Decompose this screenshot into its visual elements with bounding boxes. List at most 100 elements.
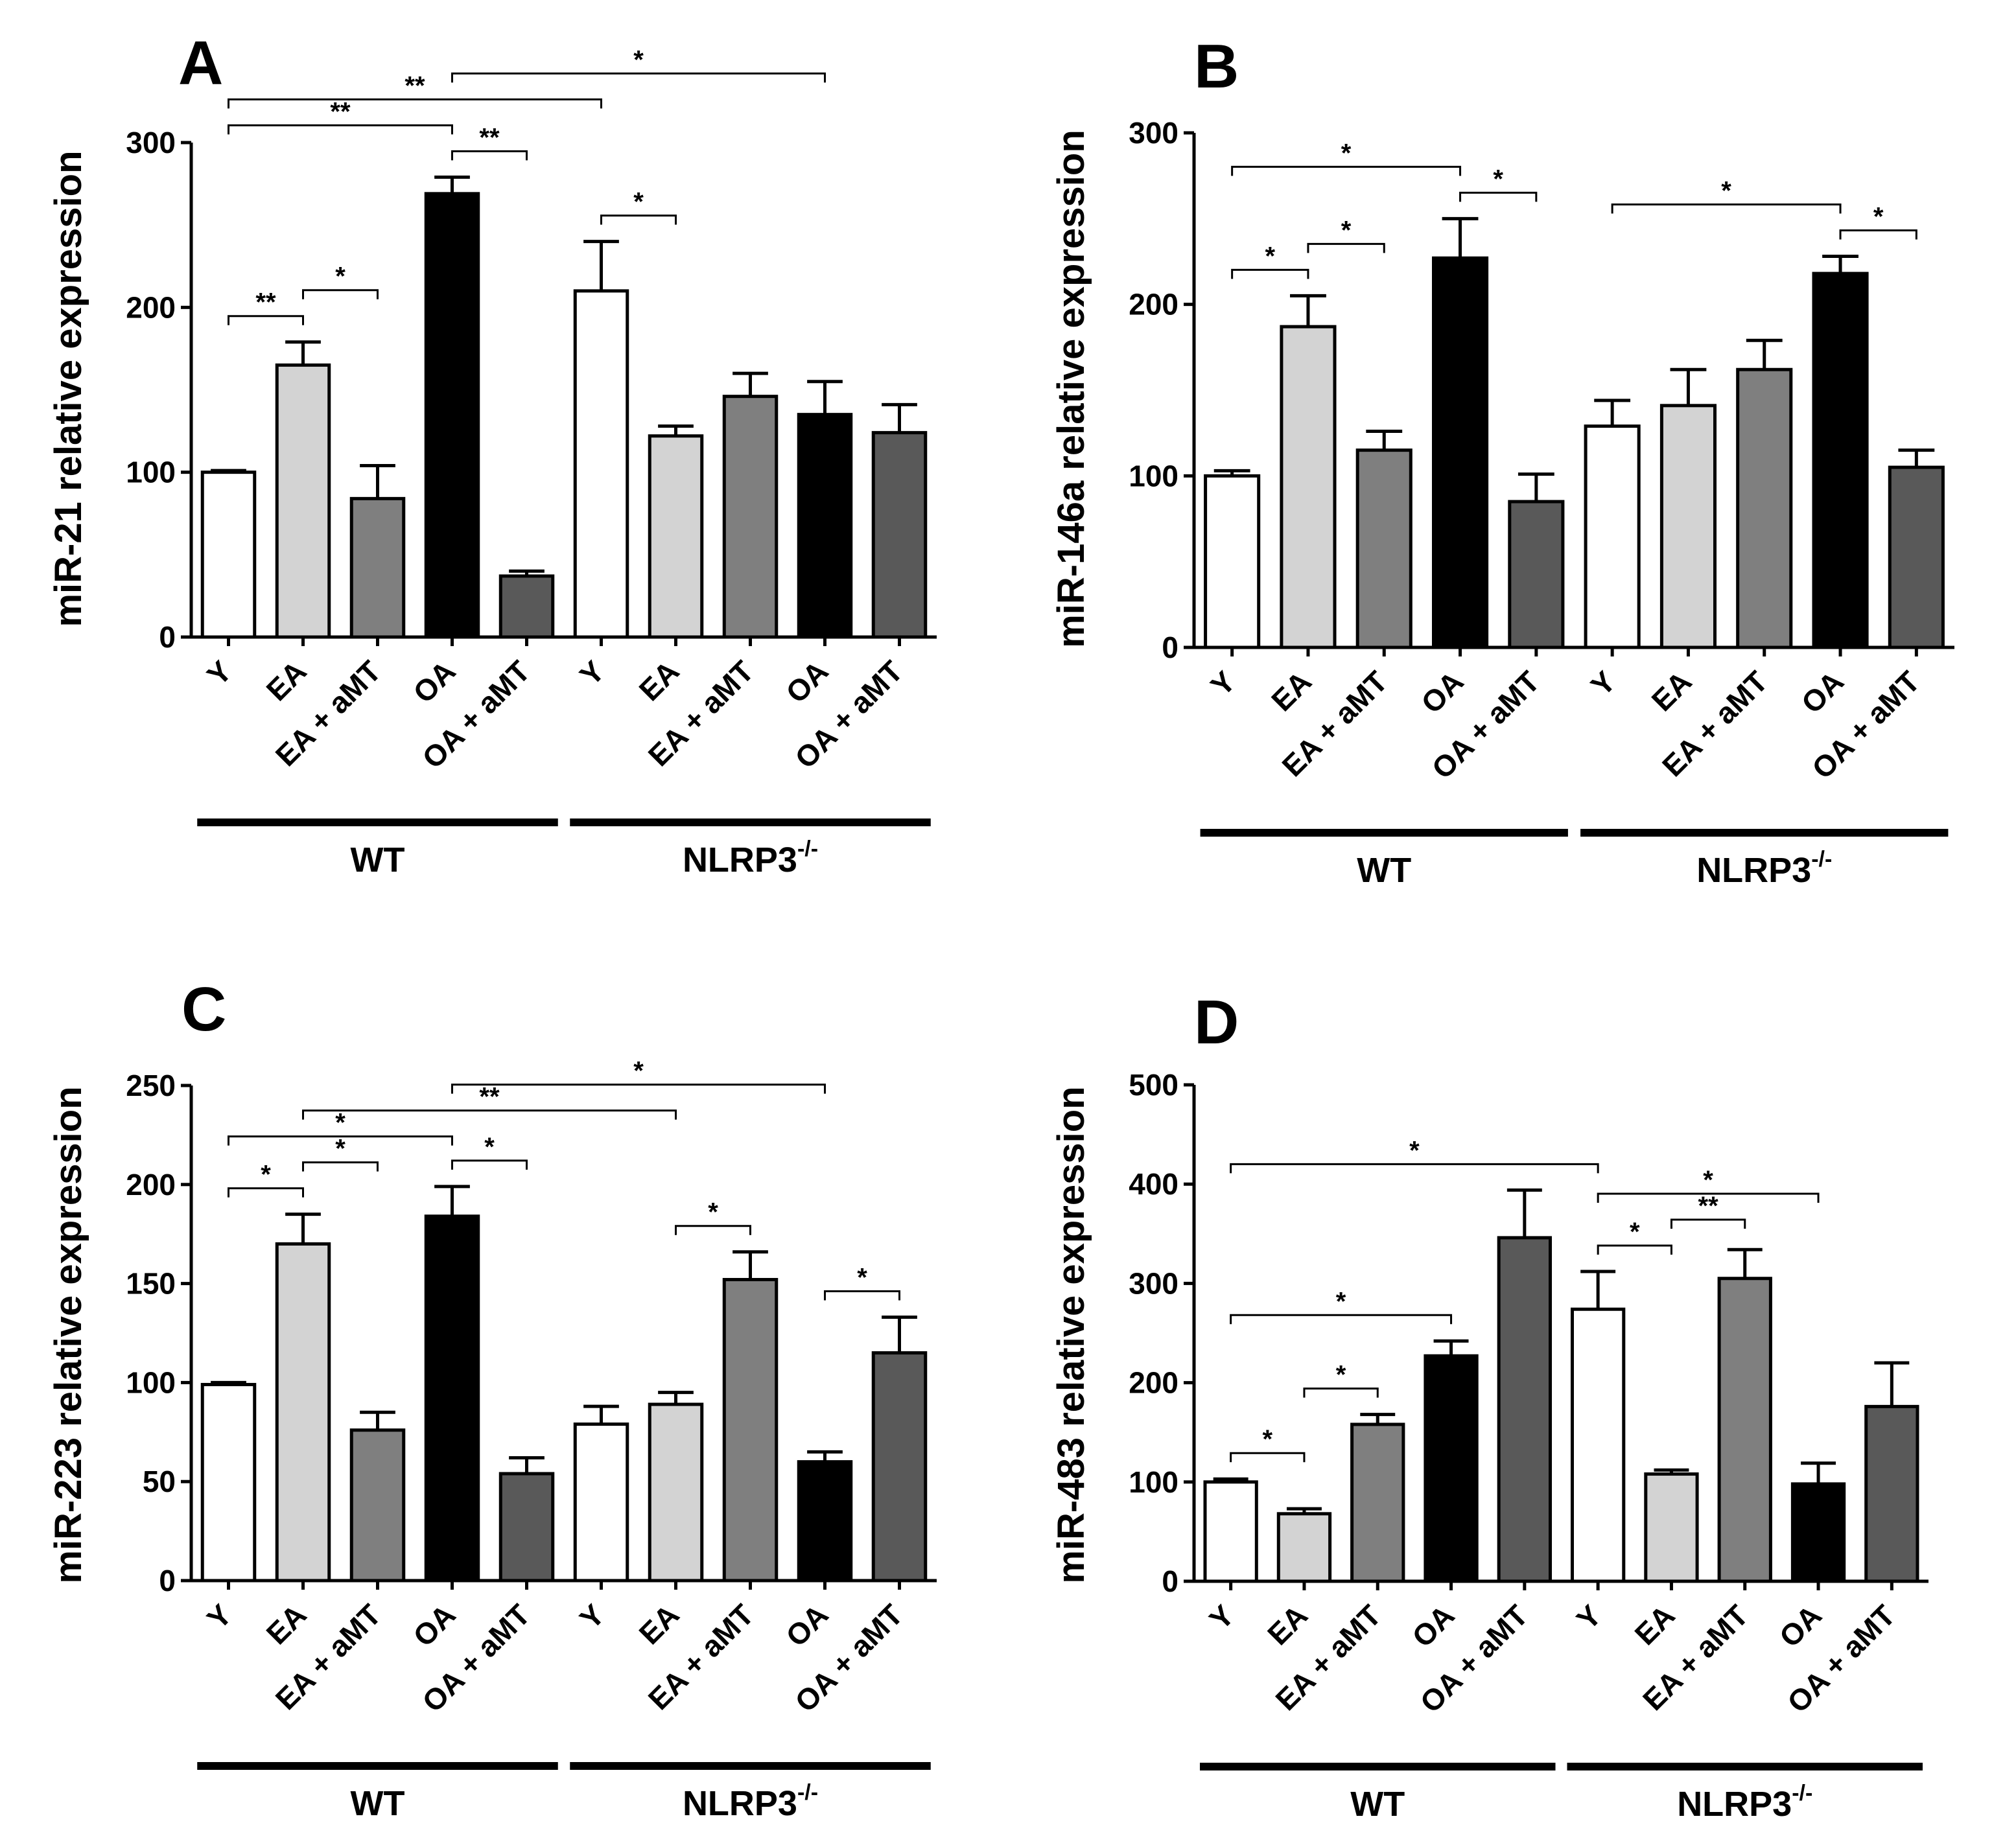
y-tick-label: 300 xyxy=(1129,1266,1178,1300)
significance-bracket xyxy=(228,1135,453,1146)
x-tick-label: EA xyxy=(1628,1598,1682,1651)
significance-bracket xyxy=(1230,1452,1306,1463)
bar xyxy=(1570,1307,1626,1583)
significance-bracket xyxy=(1670,1218,1746,1229)
x-tick-label: OA xyxy=(1773,1598,1829,1654)
significance-label: * xyxy=(1265,242,1276,270)
significance-label: * xyxy=(1409,1136,1420,1165)
significance-label: * xyxy=(633,188,644,216)
x-tick-label: EA xyxy=(260,654,313,707)
y-tick-label: 200 xyxy=(1129,1366,1178,1400)
x-tick-label: Y xyxy=(573,1597,611,1635)
significance-bracket xyxy=(228,124,453,135)
bar xyxy=(722,395,779,639)
bar xyxy=(797,1460,853,1583)
x-tick-label: Y xyxy=(1204,664,1241,702)
significance-label: * xyxy=(484,1133,495,1161)
x-tick-label: EA xyxy=(1261,1598,1314,1651)
bar xyxy=(1497,1236,1553,1583)
group-label: NLRP3-/- xyxy=(683,1780,818,1823)
significance-bracket xyxy=(1597,1244,1672,1255)
bar xyxy=(871,1351,928,1583)
y-tick-label: 200 xyxy=(1129,288,1178,321)
bar xyxy=(275,363,331,639)
significance-bracket xyxy=(600,215,677,225)
panel-letter: C xyxy=(182,975,226,1044)
group-label: NLRP3-/- xyxy=(683,837,818,879)
bar xyxy=(1644,1472,1699,1583)
significance-label: * xyxy=(335,1135,346,1163)
significance-label: * xyxy=(1263,1425,1273,1454)
bar xyxy=(722,1277,779,1583)
x-tick-label: OA xyxy=(406,654,462,710)
significance-bracket xyxy=(302,289,379,299)
bar xyxy=(648,434,704,639)
group-underline xyxy=(1580,829,1949,837)
bar xyxy=(1659,404,1717,649)
significance-label: ** xyxy=(479,123,500,152)
significance-label: * xyxy=(708,1198,718,1227)
bar xyxy=(200,470,257,639)
significance-bracket xyxy=(228,315,304,325)
bar xyxy=(1584,424,1641,649)
y-tick-label: 100 xyxy=(1129,1465,1178,1499)
panel-letter: D xyxy=(1194,988,1239,1057)
significance-bracket xyxy=(675,1225,751,1235)
group-label: WT xyxy=(1350,1785,1405,1824)
group-label-superscript: -/- xyxy=(1792,1781,1812,1805)
bar xyxy=(1864,1404,1919,1583)
bar xyxy=(1355,448,1412,649)
y-tick-label: 0 xyxy=(159,620,176,654)
x-tick-label: OA xyxy=(1414,664,1470,720)
y-tick-label: 100 xyxy=(126,1365,176,1399)
bar xyxy=(1280,325,1337,649)
group-underline xyxy=(570,818,931,826)
bar xyxy=(1276,1512,1332,1583)
bar xyxy=(1717,1277,1772,1583)
bar xyxy=(1350,1422,1405,1583)
significance-label: * xyxy=(335,262,346,291)
bar xyxy=(573,289,629,639)
significance-label: * xyxy=(261,1161,271,1189)
bar xyxy=(498,574,555,639)
group-underline xyxy=(1200,829,1568,837)
x-tick-label: EA xyxy=(633,654,686,707)
x-tick-label: OA xyxy=(1795,664,1851,720)
bar xyxy=(424,192,480,639)
significance-bracket xyxy=(451,150,528,161)
significance-bracket xyxy=(451,1084,826,1094)
bar xyxy=(797,413,853,639)
y-tick-label: 500 xyxy=(1129,1068,1178,1102)
y-tick-label: 0 xyxy=(159,1564,176,1597)
bar xyxy=(275,1242,331,1583)
significance-bracket xyxy=(1230,1314,1453,1325)
x-tick-label: OA xyxy=(1405,1598,1461,1654)
x-tick-label: Y xyxy=(1584,664,1622,702)
bar xyxy=(200,1382,257,1583)
bar xyxy=(871,431,928,639)
bar xyxy=(349,1428,406,1583)
y-tick-label: 300 xyxy=(1129,116,1178,150)
significance-label: * xyxy=(633,1057,644,1085)
y-tick-label: 250 xyxy=(126,1069,176,1102)
bar xyxy=(1204,474,1261,649)
significance-bracket xyxy=(1839,229,1917,240)
group-label: WT xyxy=(351,1784,405,1823)
group-label-superscript: -/- xyxy=(1811,847,1832,872)
bar xyxy=(349,496,406,639)
significance-label: * xyxy=(1336,1361,1346,1389)
significance-bracket xyxy=(1231,268,1309,279)
significance-bracket xyxy=(1307,242,1385,253)
group-underline xyxy=(197,818,558,826)
y-tick-label: 0 xyxy=(1162,1564,1178,1598)
significance-label: * xyxy=(1721,177,1731,205)
y-tick-label: 300 xyxy=(126,126,176,159)
significance-label: * xyxy=(1873,203,1884,231)
y-axis-label: miR-483 relative expression xyxy=(1050,1086,1092,1583)
panel-letter: B xyxy=(1194,32,1239,101)
y-tick-label: 100 xyxy=(1129,459,1178,493)
significance-bracket xyxy=(1303,1387,1379,1398)
